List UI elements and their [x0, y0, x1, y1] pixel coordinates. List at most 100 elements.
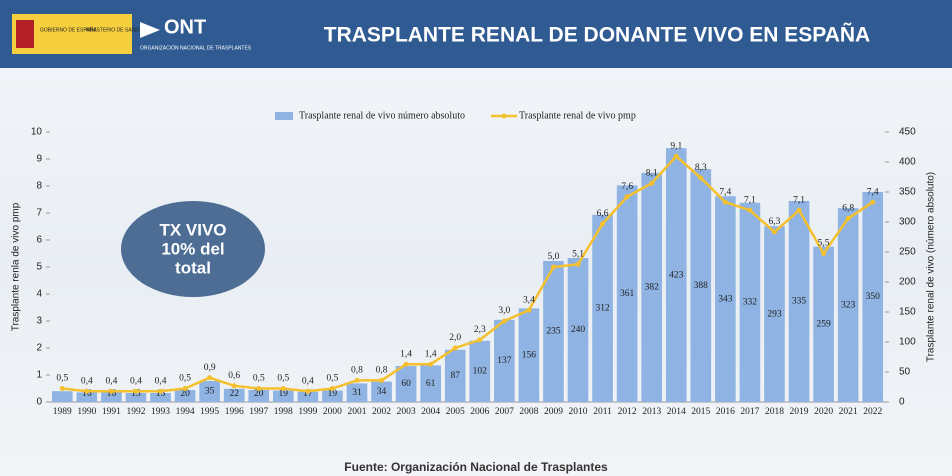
logo-ont: ONT — [164, 16, 206, 38]
bar-value-label: 293 — [767, 309, 782, 319]
y-tick-label: 6 — [36, 235, 42, 246]
bar-value-label: 61 — [426, 379, 436, 389]
line-point — [453, 346, 458, 351]
line-point — [649, 181, 654, 186]
line-value-label: 7,1 — [744, 195, 756, 205]
line-point — [797, 208, 802, 213]
x-tick-label: 2022 — [863, 407, 882, 417]
legend-swatch — [502, 114, 507, 119]
x-tick-label: 2014 — [667, 407, 686, 417]
line-point — [576, 262, 581, 267]
x-tick-label: 1990 — [77, 407, 96, 417]
y2-tick-label: 400 — [899, 157, 916, 168]
x-tick-label: 2009 — [544, 407, 563, 417]
y-tick-label: 7 — [36, 208, 42, 219]
bar-value-label: 361 — [620, 289, 635, 299]
y-tick-label: 4 — [36, 289, 42, 300]
line-value-label: 2,3 — [474, 325, 486, 335]
x-tick-label: 2010 — [569, 407, 588, 417]
slide: GOBIERNO DE ESPAÑA MINISTERIO DE SANIDAD… — [0, 0, 952, 476]
bar-value-label: 34 — [377, 387, 387, 397]
x-tick-label: 2012 — [618, 407, 637, 417]
bar-value-label: 137 — [497, 356, 512, 366]
line-point — [551, 265, 556, 270]
line-point — [354, 378, 359, 383]
x-tick-label: 1995 — [200, 407, 219, 417]
x-tick-label: 1997 — [249, 407, 268, 417]
line-point — [674, 154, 679, 159]
x-tick-label: 1996 — [225, 407, 244, 417]
x-tick-label: 2006 — [470, 407, 489, 417]
line-point — [183, 386, 188, 391]
line-point — [84, 389, 89, 394]
bar-value-label: 156 — [522, 350, 537, 360]
line-value-label: 9,1 — [670, 141, 682, 151]
x-tick-label: 2021 — [839, 407, 858, 417]
y-tick-label: 5 — [36, 262, 42, 273]
bar-value-label: 350 — [866, 292, 881, 302]
line-value-label: 5,0 — [548, 252, 560, 262]
line-point — [207, 375, 212, 380]
bar-value-label: 382 — [645, 283, 660, 293]
line-point — [526, 308, 531, 313]
y2-axis-title: Trasplante renal de vivo (número absolut… — [926, 172, 937, 362]
line-point — [477, 337, 482, 342]
line-point — [698, 175, 703, 180]
x-tick-label: 1998 — [274, 407, 293, 417]
y2-tick-label: 50 — [899, 367, 911, 378]
x-tick-label: 2015 — [691, 407, 710, 417]
x-tick-label: 1999 — [298, 407, 317, 417]
line-value-label: 0,9 — [204, 363, 216, 373]
callout-text: total — [175, 258, 211, 277]
y-tick-label: 8 — [36, 181, 42, 192]
line-value-label: 2,0 — [449, 333, 461, 343]
x-tick-label: 1994 — [176, 407, 195, 417]
line-value-label: 0,4 — [155, 376, 167, 386]
line-value-label: 0,8 — [376, 366, 388, 376]
bar-value-label: 60 — [401, 379, 411, 389]
x-tick-label: 1993 — [151, 407, 170, 417]
x-tick-label: 2019 — [790, 407, 809, 417]
line-value-label: 0,5 — [56, 374, 68, 384]
x-tick-label: 2016 — [716, 407, 735, 417]
line-point — [256, 386, 261, 391]
x-tick-label: 2001 — [347, 407, 366, 417]
line-value-label: 0,6 — [228, 371, 240, 381]
x-tick-label: 2013 — [642, 407, 661, 417]
line-point — [747, 208, 752, 213]
line-value-label: 3,4 — [523, 295, 535, 305]
y2-tick-label: 250 — [899, 247, 916, 258]
coat-of-arms — [16, 20, 34, 48]
legend-label: Trasplante renal de vivo número absoluto — [299, 110, 465, 121]
line-value-label: 0,4 — [130, 376, 142, 386]
x-tick-label: 2000 — [323, 407, 342, 417]
y-tick-label: 2 — [36, 343, 42, 354]
line-point — [821, 251, 826, 256]
bar-value-label: 312 — [595, 304, 610, 314]
logo-ont-mark — [140, 22, 160, 38]
line-point — [60, 386, 65, 391]
bar-value-label: 240 — [571, 325, 586, 335]
line-value-label: 8,1 — [646, 168, 658, 178]
legend-label: Trasplante renal de vivo pmp — [519, 110, 636, 121]
y2-tick-label: 150 — [899, 307, 916, 318]
line-value-label: 7,4 — [867, 187, 879, 197]
line-point — [109, 389, 114, 394]
bar-value-label: 335 — [792, 297, 807, 307]
footer-source: Fuente: Organización Nacional de Traspla… — [344, 460, 608, 474]
line-value-label: 8,3 — [695, 163, 707, 173]
y-axis-title: Trasplante renla de vivo pmp — [11, 202, 22, 331]
x-tick-label: 2020 — [814, 407, 833, 417]
x-tick-label: 1992 — [126, 407, 145, 417]
y2-tick-label: 300 — [899, 217, 916, 228]
x-tick-label: 2004 — [421, 407, 440, 417]
line-point — [281, 386, 286, 391]
x-tick-label: 2003 — [397, 407, 416, 417]
line-point — [330, 386, 335, 391]
line-value-label: 6,3 — [769, 217, 781, 227]
x-tick-label: 2018 — [765, 407, 784, 417]
y-tick-label: 3 — [36, 316, 42, 327]
x-tick-label: 2002 — [372, 407, 391, 417]
line-point — [870, 200, 875, 205]
line-point — [502, 319, 507, 324]
